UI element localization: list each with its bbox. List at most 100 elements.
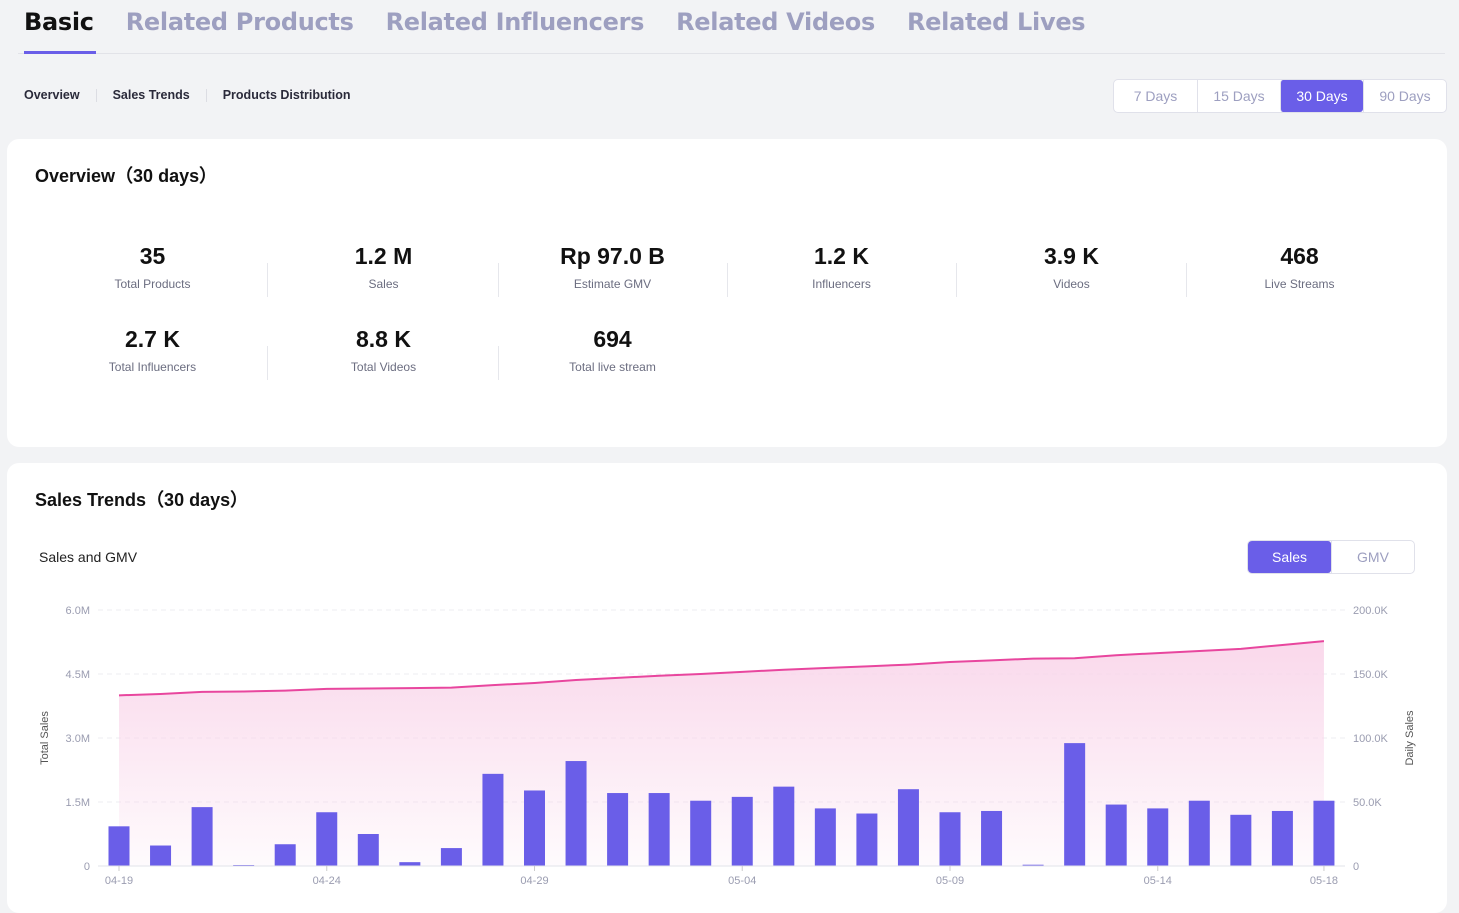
x-tick-label: 05-09 <box>936 875 964 887</box>
stat-value: Rp 97.0 B <box>560 243 665 269</box>
daily-sales-bar <box>1313 800 1335 866</box>
tab-basic[interactable]: Basic <box>18 0 110 54</box>
stat-label: Influencers <box>812 277 871 291</box>
stat-divider <box>727 263 728 297</box>
stat-value: 694 <box>593 326 632 352</box>
stat-sales: 1.2 M Sales <box>269 243 498 291</box>
daily-sales-bar <box>814 808 836 866</box>
stat-label: Total Products <box>114 277 191 291</box>
daily-sales-bar <box>108 826 130 866</box>
anchor-overview[interactable]: Overview <box>24 88 80 102</box>
stat-value: 1.2 M <box>354 243 413 269</box>
section-anchors: Overview Sales Trends Products Distribut… <box>24 88 351 102</box>
left-tick-label: 6.0M <box>66 605 90 617</box>
daily-sales-bar <box>690 800 712 866</box>
daily-sales-bar <box>897 789 919 866</box>
daily-sales-bar <box>191 807 213 866</box>
stat-value: 35 <box>139 243 166 269</box>
sales-gmv-chart: 0 0 1.5M 50.0K 3.0M 100.0K 4.5M 150.0K 6.0M 200.0… <box>39 605 1416 887</box>
daily-sales-bar <box>856 813 878 866</box>
daily-sales-bar <box>648 793 670 866</box>
stat-label: Live Streams <box>1264 277 1335 291</box>
stat-value: 8.8 K <box>356 326 411 352</box>
date-range-selector: 7 Days 15 Days 30 Days 90 Days <box>1113 79 1447 113</box>
daily-sales-bar <box>1105 804 1127 866</box>
daily-sales-bar <box>274 844 296 866</box>
daily-sales-bar <box>1188 800 1210 866</box>
divider <box>95 88 97 102</box>
right-tick-label: 50.0K <box>1353 797 1382 809</box>
daily-sales-bar <box>939 812 961 866</box>
stat-value: 468 <box>1280 243 1319 269</box>
anchor-products-distribution[interactable]: Products Distribution <box>222 88 351 102</box>
x-tick-label: 04-19 <box>105 875 133 887</box>
stat-value: 1.2 K <box>814 243 869 269</box>
daily-sales-bar <box>150 845 172 866</box>
left-tick-label: 3.0M <box>66 733 90 745</box>
stat-divider <box>956 263 957 297</box>
stat-label: Estimate GMV <box>573 277 652 291</box>
overview-title: Overview（30 days） <box>35 166 218 186</box>
range-30-days[interactable]: 30 Days <box>1280 80 1363 112</box>
stat-label: Total Influencers <box>108 360 197 374</box>
main-tabs: Basic Related Products Related Influence… <box>18 0 1445 54</box>
stat-value: 3.9 K <box>1044 243 1099 269</box>
x-tick-label: 04-24 <box>313 875 341 887</box>
daily-sales-bar <box>1022 864 1044 866</box>
daily-sales-bar <box>1147 808 1169 866</box>
daily-sales-bar <box>565 761 587 866</box>
daily-sales-bar <box>1064 743 1086 866</box>
right-tick-label: 200.0K <box>1353 605 1389 617</box>
daily-sales-bar <box>482 773 504 866</box>
range-7-days[interactable]: 7 Days <box>1133 88 1178 104</box>
total-sales-area <box>119 641 1324 866</box>
daily-sales-bar <box>773 786 795 866</box>
x-tick-label: 05-04 <box>728 875 756 887</box>
stat-live-streams: 468 Live Streams <box>1185 243 1414 291</box>
stat-label: Total Videos <box>350 360 417 374</box>
daily-sales-bar <box>607 793 629 866</box>
stat-label: Videos <box>1053 277 1090 291</box>
stat-divider <box>267 263 268 297</box>
daily-sales-bar <box>731 796 753 866</box>
stat-divider <box>267 346 268 380</box>
stat-total-influencers: 2.7 K Total Influencers <box>38 326 267 374</box>
stat-label: Sales <box>368 277 399 291</box>
toggle-sales[interactable]: Sales <box>1248 541 1331 573</box>
daily-sales-bar <box>1271 810 1293 866</box>
x-tick-label: 05-18 <box>1310 875 1338 887</box>
anchor-sales-trends[interactable]: Sales Trends <box>112 88 190 102</box>
x-tick-label: 05-14 <box>1144 875 1172 887</box>
left-tick-label: 0 <box>84 861 90 873</box>
range-15-days[interactable]: 15 Days <box>1197 80 1280 112</box>
right-axis-label: Daily Sales <box>1404 710 1416 766</box>
tab-related-products[interactable]: Related Products <box>125 8 354 36</box>
right-tick-label: 0 <box>1353 861 1359 873</box>
stat-total-videos: 8.8 K Total Videos <box>269 326 498 374</box>
toggle-gmv[interactable]: GMV <box>1331 541 1414 573</box>
daily-sales-bar <box>1230 814 1252 866</box>
stat-divider <box>498 263 499 297</box>
daily-sales-bar <box>440 848 462 866</box>
daily-sales-bar <box>316 812 338 866</box>
overview-card: Overview（30 days） 35 Total Products 1.2 M S… <box>7 139 1447 447</box>
right-tick-label: 100.0K <box>1353 733 1389 745</box>
tab-related-lives[interactable]: Related Lives <box>906 8 1086 36</box>
stat-divider <box>1186 263 1187 297</box>
metric-toggle: Sales GMV <box>1247 540 1415 574</box>
divider <box>205 88 207 102</box>
tab-related-influencers[interactable]: Related Influencers <box>385 8 645 36</box>
left-tick-label: 4.5M <box>66 669 90 681</box>
stat-total-products: 35 Total Products <box>38 243 267 291</box>
x-tick-label: 04-29 <box>520 875 548 887</box>
range-90-days[interactable]: 90 Days <box>1363 80 1446 112</box>
tab-related-videos[interactable]: Related Videos <box>676 8 875 36</box>
chart-subtitle: Sales and GMV <box>39 549 138 565</box>
left-axis-label: Total Sales <box>39 711 51 765</box>
right-tick-label: 150.0K <box>1353 669 1389 681</box>
daily-sales-bar <box>981 810 1003 866</box>
stat-divider <box>498 346 499 380</box>
total-sales-line <box>118 640 1325 697</box>
stat-total-live-stream: 694 Total live stream <box>498 326 727 374</box>
stat-estimate-gmv: Rp 97.0 B Estimate GMV <box>498 243 727 291</box>
